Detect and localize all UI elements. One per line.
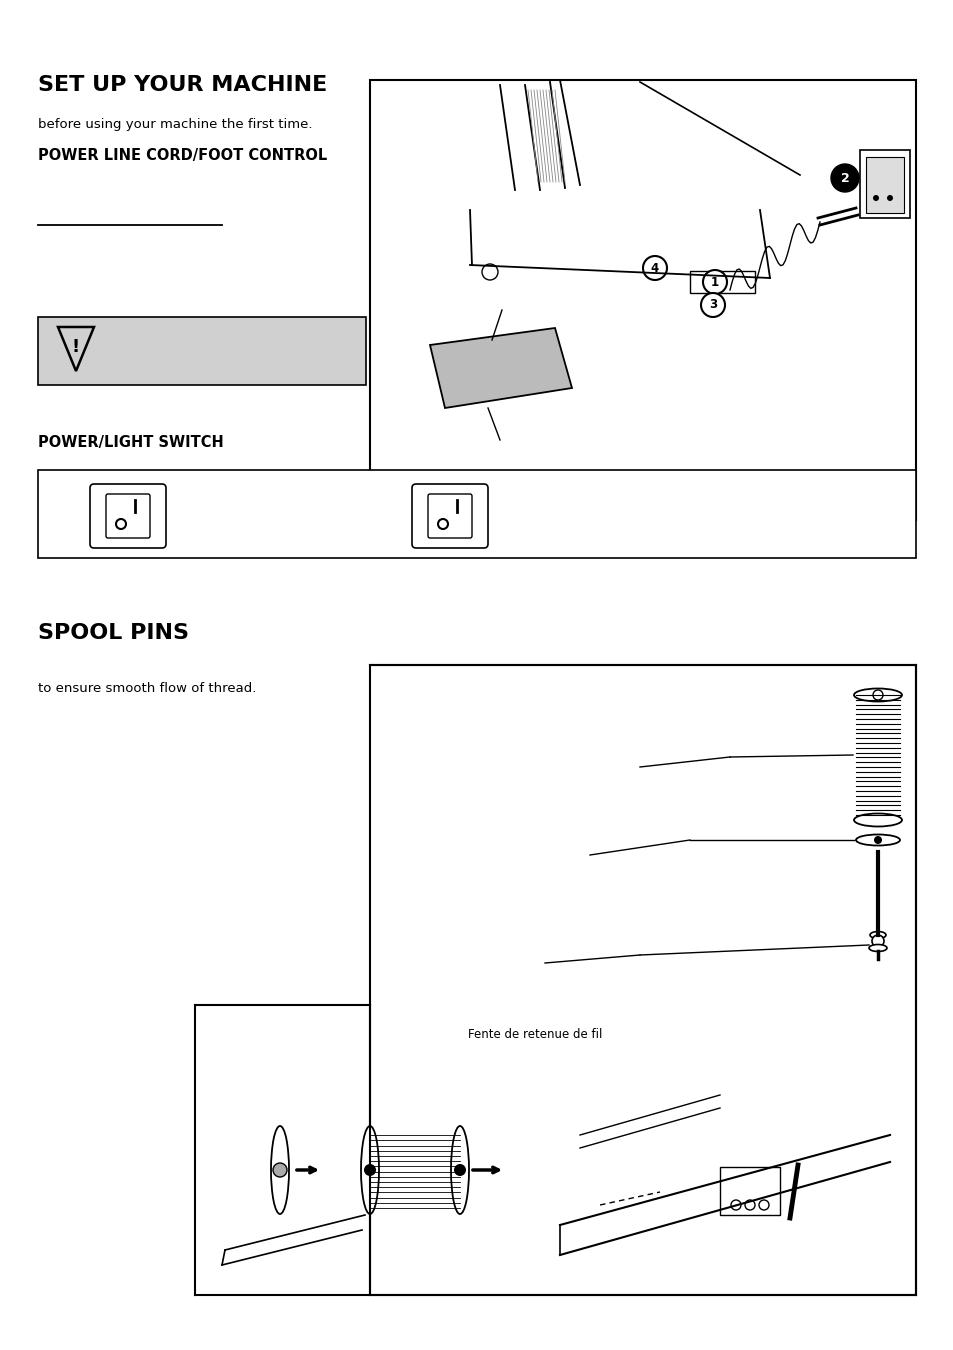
Ellipse shape bbox=[451, 1126, 469, 1214]
Circle shape bbox=[730, 1200, 740, 1210]
Text: before using your machine the first time.: before using your machine the first time… bbox=[38, 117, 313, 131]
Ellipse shape bbox=[853, 814, 901, 826]
Text: !: ! bbox=[71, 338, 80, 356]
Bar bbox=[720, 1166, 780, 1215]
Circle shape bbox=[759, 1200, 768, 1210]
FancyBboxPatch shape bbox=[412, 485, 488, 548]
FancyBboxPatch shape bbox=[428, 494, 472, 539]
FancyBboxPatch shape bbox=[38, 317, 366, 385]
Circle shape bbox=[454, 1164, 465, 1176]
Ellipse shape bbox=[869, 931, 885, 938]
Bar bbox=[38, 470, 915, 558]
Circle shape bbox=[364, 1164, 375, 1176]
Text: 3: 3 bbox=[708, 298, 717, 312]
Text: 4: 4 bbox=[650, 262, 659, 274]
FancyBboxPatch shape bbox=[90, 485, 166, 548]
Text: to ensure smooth flow of thread.: to ensure smooth flow of thread. bbox=[38, 682, 256, 695]
Circle shape bbox=[744, 1200, 754, 1210]
Text: POWER/LIGHT SWITCH: POWER/LIGHT SWITCH bbox=[38, 435, 224, 450]
Circle shape bbox=[273, 1162, 287, 1177]
Circle shape bbox=[830, 163, 858, 192]
Bar bbox=[859, 150, 909, 217]
Circle shape bbox=[871, 936, 883, 946]
FancyBboxPatch shape bbox=[106, 494, 150, 539]
Bar bbox=[865, 157, 903, 213]
Bar bbox=[370, 666, 915, 1295]
Circle shape bbox=[481, 265, 497, 279]
Polygon shape bbox=[430, 328, 572, 408]
Ellipse shape bbox=[868, 945, 886, 952]
Ellipse shape bbox=[271, 1126, 289, 1214]
Ellipse shape bbox=[855, 834, 899, 845]
Text: Fente de retenue de fil: Fente de retenue de fil bbox=[468, 1027, 601, 1041]
Circle shape bbox=[873, 836, 882, 844]
Circle shape bbox=[872, 690, 882, 701]
Text: SPOOL PINS: SPOOL PINS bbox=[38, 622, 189, 643]
Ellipse shape bbox=[853, 688, 901, 702]
Bar bbox=[370, 80, 915, 520]
Ellipse shape bbox=[360, 1126, 378, 1214]
Text: SET UP YOUR MACHINE: SET UP YOUR MACHINE bbox=[38, 76, 327, 95]
Circle shape bbox=[872, 194, 878, 201]
Circle shape bbox=[700, 293, 724, 317]
Text: 2: 2 bbox=[840, 171, 848, 185]
Circle shape bbox=[642, 256, 666, 279]
Text: 1: 1 bbox=[710, 275, 719, 289]
Bar bbox=[689, 271, 754, 293]
Text: POWER LINE CORD/FOOT CONTROL: POWER LINE CORD/FOOT CONTROL bbox=[38, 148, 327, 163]
Circle shape bbox=[886, 194, 892, 201]
Circle shape bbox=[702, 270, 726, 294]
